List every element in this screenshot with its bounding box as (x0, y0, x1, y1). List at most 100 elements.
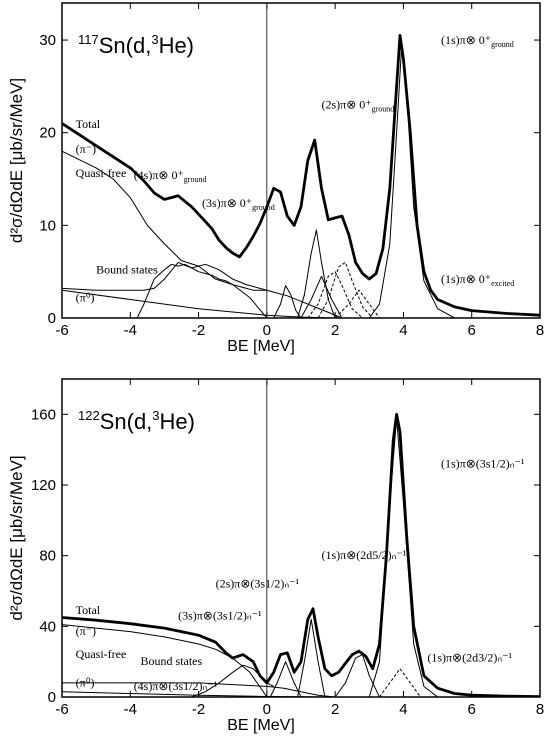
series-line-7 (334, 654, 380, 697)
series-line-1 (62, 150, 268, 318)
x-axis-label: BE [MeV] (227, 717, 295, 734)
annotation-label: (1s)π⊗(2d3/2)ₙ⁻¹ (427, 651, 512, 665)
series-line-6 (297, 618, 326, 697)
annotation-main: (4s)π⊗(3s1/2)ₙ⁻¹ (134, 679, 218, 693)
series-line-4 (62, 289, 336, 318)
annotation-label: (3s)π⊗(3s1/2)ₙ⁻¹ (178, 608, 262, 622)
x-tick-label: 4 (399, 322, 407, 339)
x-tick-label: -2 (192, 701, 205, 718)
y-tick-label: 0 (48, 310, 56, 327)
series-line-4 (62, 691, 336, 697)
annotation-main: (π⁰) (76, 290, 95, 304)
annotation-sub: excited (491, 279, 514, 288)
annotation-sub: ground (184, 175, 207, 184)
annotation-label: (3s)π⊗ 0⁺ground (202, 196, 275, 212)
annotation-main: Quasi-free (76, 166, 127, 180)
annotation-label: Bound states (141, 654, 203, 668)
annotation-main: Total (76, 117, 101, 131)
chart-title: 117Sn(d,3He) (78, 32, 194, 58)
annotation-main: (2s)π⊗(3s1/2)ₙ⁻¹ (216, 576, 300, 590)
x-tick-label: 4 (399, 701, 407, 718)
x-tick-label: -6 (55, 701, 68, 718)
annotation-sub: ground (252, 203, 275, 212)
y-tick-label: 0 (48, 689, 56, 706)
annotation-main: Bound states (141, 654, 203, 668)
y-tick-label: 40 (39, 618, 56, 635)
annotation-label: (1s)π⊗(2d5/2)ₙ⁻¹ (321, 548, 406, 562)
annotation-label: (π⁻) (76, 142, 96, 156)
y-tick-label: 80 (39, 548, 56, 565)
y-tick-label: 160 (31, 406, 56, 423)
y-axis-label: d²σ/dΩdE [μb/sr/MeV] (7, 78, 26, 243)
series-line-9 (307, 271, 363, 318)
annotation-label: (π⁰) (76, 675, 95, 689)
annotation-sub: ground (372, 105, 395, 114)
title-he: He) (159, 33, 194, 58)
x-tick-label: 0 (263, 322, 271, 339)
annotation-label: (2s)π⊗ 0⁺ground (321, 98, 394, 114)
y-axis-label: d²σ/dΩdE [μb/sr/MeV] (7, 455, 26, 620)
title-he: He) (160, 409, 195, 434)
x-axis-label: BE [MeV] (227, 338, 295, 355)
y-tick-label: 30 (39, 32, 56, 49)
annotation-label: Quasi-free (76, 166, 127, 180)
x-tick-label: 2 (331, 701, 339, 718)
annotation-label: (π⁰) (76, 290, 95, 304)
annotation-main: (4s)π⊗ 0⁺ (134, 168, 184, 182)
annotation-label: Quasi-free (76, 647, 127, 661)
annotation-label: (π⁻) (76, 624, 96, 638)
annotation-label: Total (76, 117, 101, 131)
annotation-label: Total (76, 603, 101, 617)
series-line-2 (62, 261, 343, 318)
x-tick-label: 0 (263, 701, 271, 718)
title-nucleus: Sn(d, (100, 409, 153, 434)
annotation-main: (1s)π⊗ 0⁺ (441, 33, 491, 47)
title-he-mass: 3 (152, 408, 159, 423)
annotation-main: Bound states (96, 263, 158, 277)
series-line-9 (379, 668, 421, 697)
y-tick-label: 120 (31, 477, 56, 494)
annotation-main: (3s)π⊗(3s1/2)ₙ⁻¹ (178, 608, 262, 622)
annotation-label: (1s)π⊗ 0⁺ground (441, 33, 514, 49)
annotation-label: (4s)π⊗(3s1/2)ₙ⁻¹ (134, 679, 218, 693)
series-line-8 (368, 417, 438, 697)
series-line-8 (368, 44, 455, 318)
series-line-6 (297, 229, 336, 318)
series-line-11 (334, 289, 380, 318)
series-line-3 (191, 664, 274, 697)
x-tick-label: -6 (55, 322, 68, 339)
series-line-3 (136, 263, 267, 318)
annotation-main: Total (76, 603, 101, 617)
series-line-2 (62, 682, 336, 697)
annotation-main: (π⁻) (76, 142, 96, 156)
x-tick-label: 6 (468, 322, 476, 339)
series-line-0 (62, 412, 540, 697)
title-mass: 122 (78, 408, 100, 423)
annotation-main: (1s)π⊗ 0⁺ (441, 272, 491, 286)
series-line-5 (269, 661, 302, 697)
annotation-main: (π⁰) (76, 675, 95, 689)
chart-top: -6 -4 -2 0 2 4 6 8 0 10 20 30 BE [MeV] d²σ/dΩdE [μb/s… (7, 2, 544, 355)
x-tick-label: 6 (468, 701, 476, 718)
annotation-main: (1s)π⊗(3s1/2)ₙ⁻¹ (441, 456, 525, 470)
annotation-label: (2s)π⊗(3s1/2)ₙ⁻¹ (216, 576, 300, 590)
annotation-main: (1s)π⊗(2d5/2)ₙ⁻¹ (321, 548, 406, 562)
annotation-main: (2s)π⊗ 0⁺ (321, 98, 371, 112)
y-tick-label: 10 (39, 217, 56, 234)
annotation-main: (1s)π⊗(2d3/2)ₙ⁻¹ (427, 651, 512, 665)
annotation-label: (1s)π⊗ 0⁺excited (441, 272, 514, 288)
title-mass: 117 (78, 32, 99, 47)
x-tick-label: 2 (331, 322, 339, 339)
annotation-label: (1s)π⊗(3s1/2)ₙ⁻¹ (441, 456, 525, 470)
annotation-sub: ground (491, 40, 514, 49)
x-tick-label: 8 (536, 322, 544, 339)
annotation-main: (3s)π⊗ 0⁺ (202, 196, 252, 210)
x-tick-label: 8 (536, 701, 544, 718)
title-he-mass: 3 (151, 32, 158, 47)
annotation-label: (4s)π⊗ 0⁺ground (134, 168, 207, 184)
annotation-main: (π⁻) (76, 624, 96, 638)
series-line-10 (317, 261, 374, 318)
annotation-main: Quasi-free (76, 647, 127, 661)
series-line-1 (62, 624, 268, 697)
